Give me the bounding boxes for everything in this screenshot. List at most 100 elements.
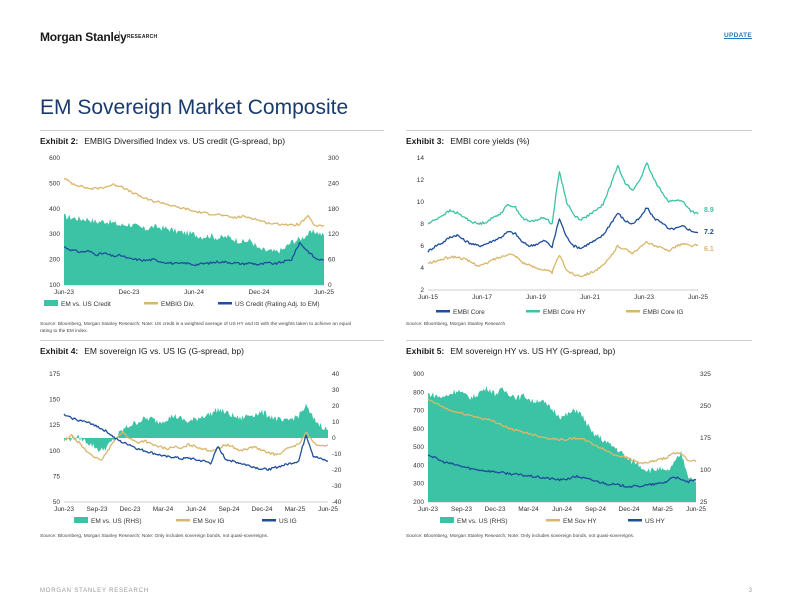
y-left-tick-label: 300 — [413, 481, 424, 488]
exhibit-4-source: Source: Bloomberg, Morgan Stanley Resear… — [40, 534, 269, 539]
update-link[interactable]: UPDATE — [723, 32, 752, 39]
y-right-tick-label: -40 — [332, 499, 342, 506]
exhibit-5-rule — [406, 340, 752, 341]
exhibit-2-source-line: rating to the EM index. — [40, 328, 88, 334]
y-left-tick-label: 200 — [413, 499, 424, 506]
x-tick-label: Jun-23 — [54, 506, 74, 513]
y-right-tick-label: 20 — [332, 403, 340, 410]
exhibit-4-chart: 1751501251007550403020100-10-20-30-40Jun… — [49, 371, 342, 525]
legend-label: EMBI Core IG — [643, 309, 683, 316]
page-title: EM Sovereign Market Composite — [40, 96, 349, 119]
legend-label: US HY — [645, 518, 666, 525]
legend-label: EM Sov IG — [193, 518, 224, 525]
exhibit-2-title: EMBIG Diversified Index vs. US credit (G… — [84, 136, 286, 146]
exhibit-4-number: Exhibit 4: — [40, 346, 79, 356]
x-tick-label: Jun-17 — [472, 294, 492, 301]
x-tick-label: Sep-24 — [219, 506, 240, 513]
x-tick-label: Mar-24 — [518, 506, 539, 513]
y-right-tick-label: -20 — [332, 467, 342, 474]
footer-label: MORGAN STANLEY RESEARCH — [40, 588, 149, 594]
x-tick-label: Jun-25 — [318, 506, 338, 513]
legend-label: EMBIG Div. — [161, 301, 195, 308]
series-line-1 — [427, 398, 697, 465]
y-left-tick-label: 700 — [413, 408, 424, 415]
legend-label: US IG — [279, 518, 297, 525]
exhibit-5-title: EM sovereign HY vs. US HY (G-spread, bp) — [450, 346, 616, 356]
y-right-tick-label: -30 — [332, 483, 342, 490]
end-value-label: 8.9 — [704, 207, 714, 214]
y-left-tick-label: 50 — [53, 499, 61, 506]
exhibit-5-number: Exhibit 5: — [406, 346, 445, 356]
y-right-tick-label: 0 — [332, 435, 336, 442]
x-tick-label: Jun-15 — [418, 294, 438, 301]
header-research-label: RESEARCH — [127, 34, 158, 40]
x-tick-label: Sep-23 — [451, 506, 472, 513]
y-right-tick-label: 250 — [700, 403, 711, 410]
exhibit-2-number: Exhibit 2: — [40, 136, 79, 146]
y-left-tick-label: 600 — [49, 155, 60, 162]
y-right-tick-label: 10 — [332, 419, 340, 426]
exhibit-3-source: Source: Bloomberg, Morgan Stanley Resear… — [406, 322, 506, 327]
x-tick-label: Dec-23 — [119, 289, 140, 296]
y-left-tick-label: 4 — [420, 265, 424, 272]
y-right-tick-label: 25 — [700, 499, 708, 506]
exhibit-5-source: Source: Bloomberg, Morgan Stanley Resear… — [406, 534, 635, 539]
exhibit-2-rule — [40, 130, 384, 131]
y-left-tick-label: 900 — [413, 371, 424, 378]
y-right-tick-label: 120 — [328, 231, 339, 238]
exhibit-5-heading: Exhibit 5: EM sovereign HY vs. US HY (G-s… — [406, 346, 615, 356]
y-right-tick-label: 100 — [700, 467, 711, 474]
series-line-2 — [63, 241, 325, 267]
legend-swatch — [526, 310, 540, 313]
x-tick-label: Sep-24 — [585, 506, 606, 513]
legend-label: EMBI Core — [453, 309, 485, 316]
x-tick-label: Dec-24 — [619, 506, 640, 513]
x-tick-label: Sep-23 — [87, 506, 108, 513]
x-tick-label: Jun-23 — [634, 294, 654, 301]
legend-label: EMBI Core HY — [543, 309, 586, 316]
series-area-0 — [64, 213, 324, 285]
y-left-tick-label: 12 — [417, 177, 425, 184]
exhibit-3-number: Exhibit 3: — [406, 136, 445, 146]
y-left-tick-label: 100 — [49, 282, 60, 289]
x-tick-label: Mar-24 — [153, 506, 174, 513]
series-line-2 — [427, 241, 699, 278]
end-value-label: 7.2 — [704, 229, 714, 236]
y-left-tick-label: 150 — [49, 397, 60, 404]
legend-swatch — [44, 300, 58, 306]
series-line-1 — [427, 162, 699, 226]
x-tick-label: Dec-24 — [249, 289, 270, 296]
y-left-tick-label: 175 — [49, 371, 60, 378]
x-tick-label: Dec-24 — [252, 506, 273, 513]
x-tick-label: Jun-19 — [526, 294, 546, 301]
x-tick-label: Jun-24 — [552, 506, 572, 513]
y-right-tick-label: 40 — [332, 371, 340, 378]
series-line-1 — [63, 430, 329, 461]
exhibit-4-title: EM sovereign IG vs. US IG (G-spread, bp) — [84, 346, 244, 356]
legend-swatch — [436, 310, 450, 313]
series-area-0 — [64, 403, 328, 452]
y-left-tick-label: 400 — [413, 462, 424, 469]
y-left-tick-label: 10 — [417, 199, 425, 206]
series-line-0 — [427, 207, 699, 253]
exhibit-3-heading: Exhibit 3: EMBI core yields (%) — [406, 136, 530, 146]
x-tick-label: Jun-24 — [184, 289, 204, 296]
y-left-tick-label: 8 — [420, 221, 424, 228]
x-tick-label: Jun-23 — [418, 506, 438, 513]
exhibit-2-source-line: Source: Bloomberg, Morgan Stanley Resear… — [40, 322, 351, 327]
legend-label: EM vs. US (RHS) — [457, 518, 508, 525]
x-tick-label: Jun-25 — [686, 506, 706, 513]
y-right-tick-label: 30 — [332, 387, 340, 394]
series-line-2 — [427, 454, 697, 488]
x-tick-label: Jun-21 — [580, 294, 600, 301]
legend-swatch — [546, 519, 560, 522]
y-right-tick-label: 180 — [328, 206, 339, 213]
series-line-1 — [63, 177, 325, 228]
legend-label: EM Sov HY — [563, 518, 597, 525]
legend-swatch — [626, 310, 640, 313]
exhibit-4-rule — [40, 340, 384, 341]
y-left-tick-label: 14 — [417, 155, 425, 162]
exhibit-3-rule — [406, 130, 752, 131]
y-left-tick-label: 200 — [49, 257, 60, 264]
x-tick-label: Dec-23 — [120, 506, 141, 513]
